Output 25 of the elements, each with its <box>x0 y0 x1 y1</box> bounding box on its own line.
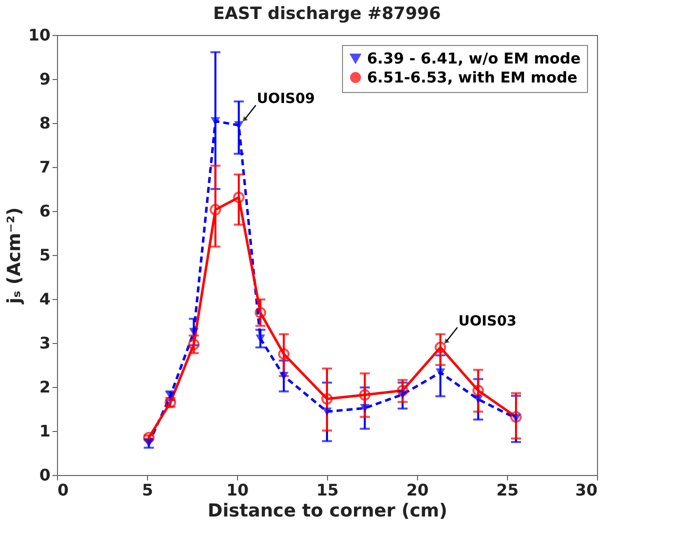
x-tick-label: 10 <box>226 480 249 500</box>
y-tick-label: 5 <box>39 246 50 264</box>
y-tick-label: 7 <box>39 158 50 176</box>
y-tick-label: 2 <box>39 378 50 396</box>
y-tick-label: 8 <box>39 114 50 132</box>
x-axis-title: Distance to corner (cm) <box>208 500 448 522</box>
x-tick-label: 0 <box>58 480 69 500</box>
x-tick-label: 15 <box>316 480 339 500</box>
y-tick-label: 10 <box>28 26 50 44</box>
legend-label: 6.39 - 6.41, w/o EM mode <box>367 50 581 68</box>
x-tick-label: 20 <box>406 480 429 500</box>
x-tick-label: 30 <box>575 480 598 500</box>
x-tick-label: 5 <box>142 480 154 500</box>
y-axis-title: jₛ (Acm⁻²) <box>4 207 26 305</box>
y-tick-label: 1 <box>39 422 50 440</box>
y-tick-label: 0 <box>39 466 50 484</box>
chart-title: EAST discharge #87996 <box>213 4 441 24</box>
y-tick-label: 9 <box>39 70 50 88</box>
y-tick-label: 3 <box>39 334 50 352</box>
y-tick-label: 6 <box>39 202 50 220</box>
annotation: UOIS09 <box>256 91 315 108</box>
y-tick-label: 4 <box>39 290 50 308</box>
annotation: UOIS03 <box>458 313 516 330</box>
x-tick-label: 25 <box>496 480 519 500</box>
legend-label: 6.51-6.53, with EM mode <box>367 68 578 86</box>
